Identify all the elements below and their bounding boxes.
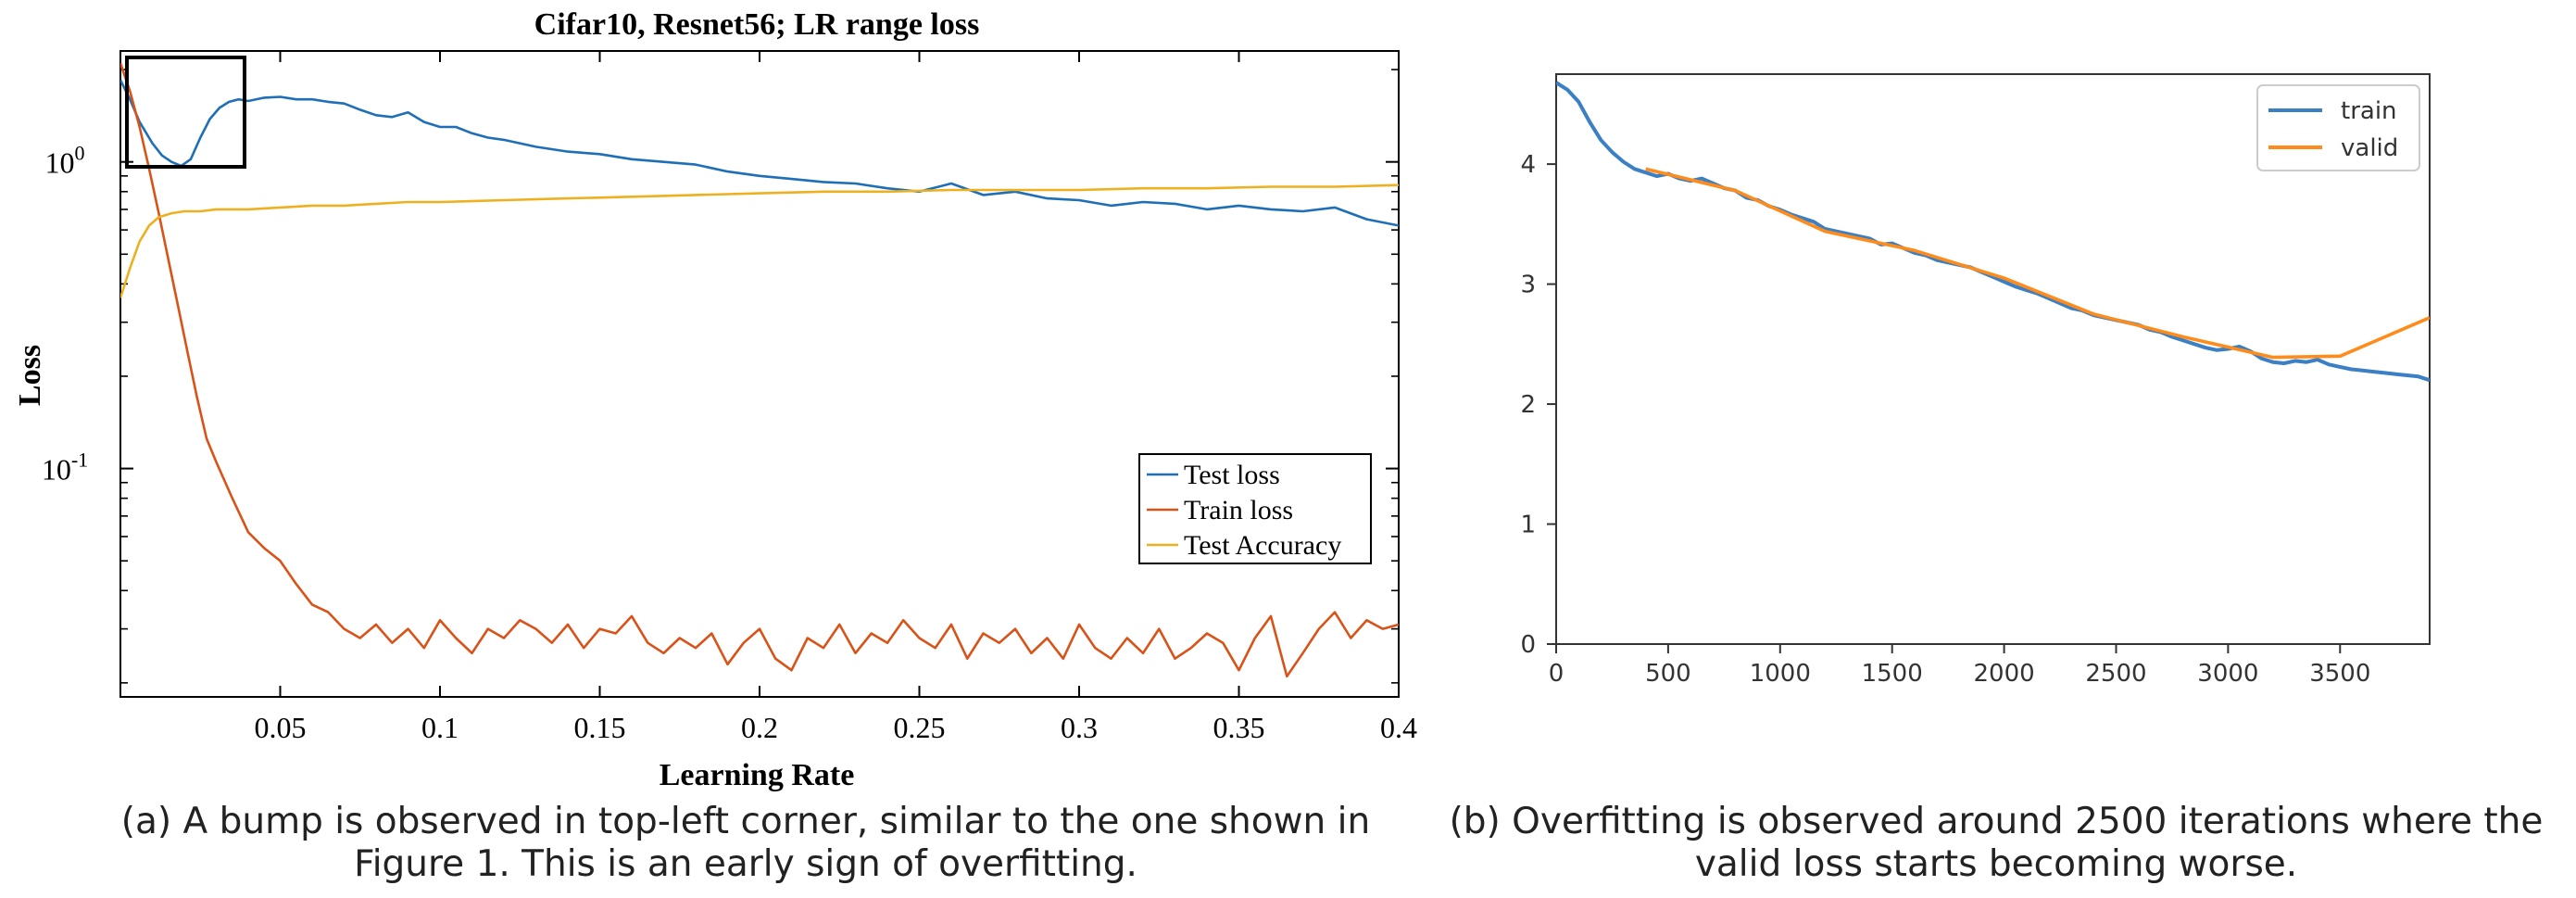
right-chart: 0 500 1000 1500 2000 2500 3000 3500 0 1 2 3 4 train va… [1520,73,2431,688]
right-x-tick-label: 0 [1549,660,1564,688]
left-chart-title: Cifar10, Resnet56; LR range loss [534,7,980,42]
caption-a-line-2: Figure 1. This is an early sign of overf… [354,843,1137,885]
left-x-tick-label: 0.15 [574,711,626,744]
right-y-tick-label: 1 [1520,512,1536,539]
right-series-line-train [1556,81,2430,383]
left-plot-frame [119,50,1400,698]
right-x-tick-label: 1000 [1750,660,1811,688]
left-x-tick-label: 0.05 [255,711,307,744]
left-chart-y-axis-label: Loss [13,345,47,406]
right-x-tick-label: 1500 [1862,660,1923,688]
right-x-tick-label: 2500 [2085,660,2146,688]
right-x-tick-label: 3000 [2197,660,2258,688]
left-x-tick-label: 0.25 [894,711,946,744]
right-x-tick-label: 500 [1645,660,1691,688]
right-y-tick-label: 2 [1520,391,1536,419]
left-x-tick-label: 0.4 [1380,711,1417,744]
right-legend-entry: train [2341,97,2397,125]
left-x-tick-label: 0.3 [1061,711,1098,744]
left-series-line-train-loss [120,62,1399,678]
caption-b: (b) Overfitting is observed around 2500 … [1422,801,2570,886]
left-chart-x-axis-label: Learning Rate [660,758,855,792]
right-x-tick-label: 3500 [2309,660,2370,688]
left-legend-entry: Train loss [1184,495,1293,525]
right-series-line-valid [1645,167,2430,360]
left-legend-entry: Test loss [1184,460,1280,490]
left-y-tick-label: 10-1 [42,449,88,487]
left-x-tick-label: 0.2 [741,711,778,744]
left-x-tick-label: 0.35 [1213,711,1265,744]
left-chart: Cifar10, Resnet56; LR range loss Learnin… [13,7,1417,792]
caption-b-line-1: (b) Overfitting is observed around 2500 … [1449,801,2544,842]
bump-highlight-box [125,56,246,169]
left-series-line-test-loss [120,79,1399,227]
caption-a-line-1: (a) A bump is observed in top-left corne… [120,801,1371,842]
right-y-tick-label: 0 [1520,631,1536,659]
right-y-tick-label: 3 [1520,272,1536,299]
right-x-tick-label: 2000 [1974,660,2035,688]
caption-a: (a) A bump is observed in top-left corne… [83,801,1408,886]
left-legend-entry: Test Accuracy [1184,530,1341,561]
right-legend: train valid [2256,84,2420,171]
right-legend-entry: valid [2341,134,2398,162]
left-x-tick-label: 0.1 [421,711,459,744]
left-y-tick-label: 100 [45,142,85,180]
left-legend: Test loss Train loss Test Accuracy [1138,453,1372,564]
left-series-line-test-accuracy [120,183,1399,298]
caption-b-line-2: valid loss starts becoming worse. [1694,843,2298,885]
right-y-tick-label: 4 [1520,151,1536,179]
